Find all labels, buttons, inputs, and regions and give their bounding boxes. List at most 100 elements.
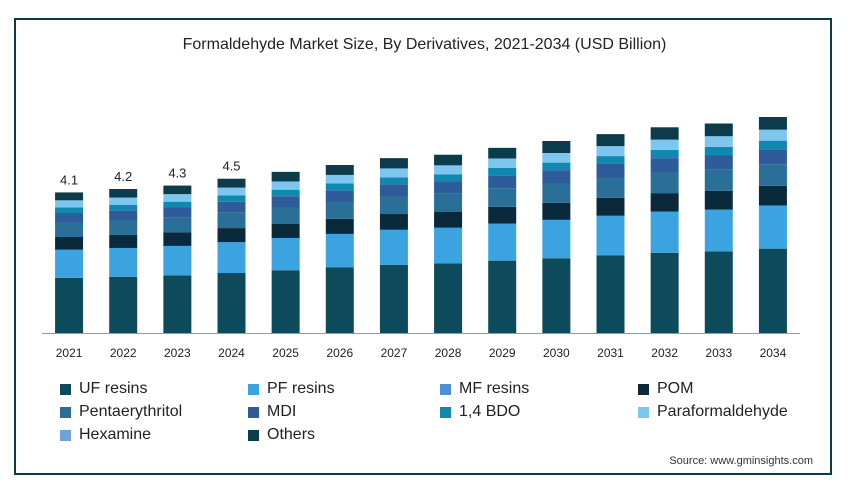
- bar-segment: [434, 227, 463, 264]
- bar-segment: [325, 165, 354, 175]
- bar-segment: [271, 238, 300, 271]
- bar-segment: [325, 174, 354, 184]
- bar-total-label: 4.5: [222, 159, 240, 174]
- bar-segment: [271, 196, 300, 208]
- bar-segment: [163, 194, 192, 202]
- bar-total-label: 4.3: [168, 166, 186, 181]
- bar-segment: [758, 205, 787, 249]
- bar-segment: [379, 168, 408, 178]
- bar-segment: [704, 136, 733, 147]
- legend-swatch: [248, 406, 259, 418]
- bar-segment: [704, 251, 733, 333]
- bar-segment: [542, 219, 571, 259]
- bar-segment: [650, 252, 679, 333]
- bar-segment: [379, 196, 408, 215]
- legend-item: Hexamine: [60, 426, 151, 444]
- bar-segment: [542, 162, 571, 171]
- bar-segment: [704, 169, 733, 191]
- bar-segment: [109, 220, 138, 235]
- bar-segment: [109, 276, 138, 333]
- legend-item: UF resins: [60, 380, 147, 398]
- legend-swatch: [60, 383, 71, 395]
- bar-segment: [163, 201, 192, 208]
- x-tick-label: 2029: [489, 346, 516, 360]
- bar-segment: [109, 189, 138, 198]
- bar-segment: [163, 245, 192, 276]
- bar-segment: [325, 190, 354, 203]
- legend-label: Paraformaldehyde: [657, 403, 788, 420]
- legend-swatch: [60, 429, 71, 441]
- bar-segment: [271, 189, 300, 197]
- legend-item: PF resins: [248, 380, 335, 398]
- source-note: Source: www.gminsights.com: [669, 455, 813, 467]
- bar-segment: [163, 275, 192, 333]
- chart-title: Formaldehyde Market Size, By Derivatives…: [182, 36, 667, 53]
- bar-segment: [217, 201, 246, 213]
- bar-segment: [55, 213, 84, 223]
- bar-segment: [542, 258, 571, 333]
- legend-swatch: [440, 406, 451, 418]
- bar-segment: [217, 228, 246, 243]
- bar-segment: [434, 165, 463, 175]
- legend-swatch: [248, 383, 259, 395]
- bar-segment: [650, 211, 679, 253]
- legend-item: Others: [248, 426, 315, 444]
- bar-segment: [596, 156, 625, 164]
- legend-label: 1,4 BDO: [459, 403, 521, 420]
- x-tick-label: 2030: [543, 346, 570, 360]
- legend-item: Pentaerythritol: [60, 403, 182, 421]
- bar-segment: [379, 184, 408, 197]
- bar-segment: [488, 175, 517, 189]
- bar-segment: [704, 146, 733, 156]
- bar-segment: [55, 277, 84, 333]
- bar-segment: [488, 167, 517, 176]
- bar-segment: [217, 212, 246, 229]
- bar-segment: [758, 149, 787, 165]
- bar-segment: [488, 188, 517, 207]
- bar-segment: [379, 158, 408, 169]
- bar-segment: [434, 174, 463, 182]
- legend-label: UF resins: [79, 380, 148, 397]
- legend-item: POM: [638, 380, 693, 398]
- bar-segment: [109, 210, 138, 221]
- bar-segment: [271, 171, 300, 182]
- bar-segment: [650, 158, 679, 173]
- bar-segment: [379, 264, 408, 333]
- bar-segment: [542, 153, 571, 163]
- bar-segment: [434, 181, 463, 194]
- x-tick-label: 2034: [760, 346, 787, 360]
- bar-segment: [109, 247, 138, 277]
- bar-segment: [650, 139, 679, 150]
- legend-item: MF resins: [440, 380, 529, 398]
- x-tick-label: 2026: [326, 346, 353, 360]
- bar-segment: [434, 154, 463, 166]
- bar-segment: [325, 218, 354, 234]
- legend-label: POM: [657, 380, 694, 397]
- bar-segment: [109, 204, 138, 211]
- legend-label: MDI: [267, 403, 297, 420]
- bar-segment: [596, 255, 625, 333]
- bar-segment: [271, 181, 300, 190]
- bar-segment: [488, 260, 517, 333]
- bar-segment: [542, 141, 571, 153]
- bar-segment: [704, 123, 733, 137]
- bar-segment: [271, 270, 300, 333]
- legend-swatch: [248, 429, 259, 441]
- x-tick-label: 2033: [705, 346, 732, 360]
- bar-segment: [217, 273, 246, 333]
- bar-segment: [596, 163, 625, 179]
- bar-segment: [704, 190, 733, 210]
- bar-segment: [542, 202, 571, 220]
- bar-segment: [271, 223, 300, 239]
- legend-label: Others: [267, 426, 316, 443]
- bar-segment: [488, 147, 517, 159]
- x-tick-label: 2028: [435, 346, 462, 360]
- x-tick-label: 2031: [597, 346, 624, 360]
- bar-segment: [55, 249, 84, 278]
- bar-segment: [596, 215, 625, 256]
- x-tick-label: 2021: [56, 346, 83, 360]
- legend-item: Paraformaldehyde: [638, 403, 788, 421]
- bar-segment: [758, 140, 787, 150]
- bar-segment: [542, 183, 571, 203]
- bar-segment: [271, 207, 300, 224]
